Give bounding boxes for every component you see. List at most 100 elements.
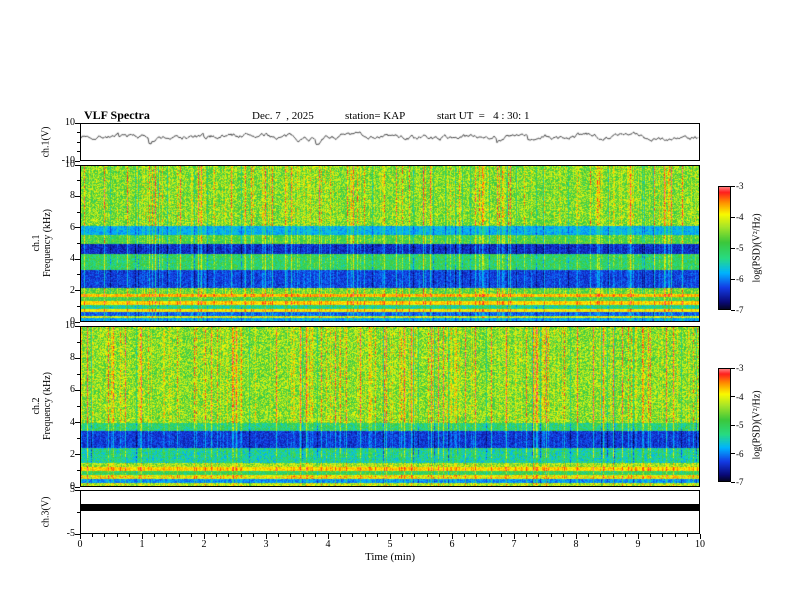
- x-minor-tick: [377, 534, 379, 537]
- y-minor-tick: [77, 406, 80, 407]
- x-tick-label: 4: [325, 539, 331, 550]
- x-tick: [389, 534, 391, 539]
- y-tick-label: 10: [65, 159, 75, 170]
- colorbar-tick-label: -5: [736, 420, 744, 430]
- y-tick-label: 8: [70, 190, 75, 202]
- y-tick-label: 0: [70, 481, 75, 492]
- y-tick-label: 4: [70, 253, 75, 265]
- colorbar-tick-label: -7: [736, 305, 744, 315]
- x-minor-tick: [488, 534, 490, 537]
- x-minor-tick: [687, 534, 689, 537]
- y-minor-tick: [77, 141, 80, 143]
- x-minor-tick: [538, 534, 540, 537]
- y-minor-tick: [77, 132, 80, 133]
- x-minor-tick: [339, 534, 341, 537]
- colorbar-ch2-label: log(PSD)(V²/Hz): [751, 390, 763, 460]
- ch1-spectrogram-canvas: [81, 166, 699, 321]
- y-tick: [75, 164, 80, 166]
- y-tick: [75, 258, 80, 260]
- x-tick-label: 5: [387, 539, 393, 550]
- ch3v-axis-label: ch.3(V): [40, 496, 52, 528]
- x-minor-tick: [315, 534, 317, 537]
- y-minor-tick: [77, 305, 80, 307]
- colorbar-tick-label: -3: [736, 181, 744, 191]
- y-minor-tick: [77, 470, 80, 472]
- x-tick-label: 1: [139, 539, 145, 550]
- x-tick: [203, 534, 205, 539]
- ch1-waveform-canvas: [81, 124, 699, 160]
- x-tick-label: 7: [511, 539, 517, 550]
- x-tick: [513, 534, 515, 539]
- colorbar-tick-label: -7: [736, 477, 744, 487]
- x-minor-tick: [414, 534, 416, 537]
- x-minor-tick: [364, 534, 366, 537]
- x-minor-tick: [240, 534, 242, 537]
- y-tick-label: 10: [65, 117, 75, 128]
- x-minor-tick: [215, 534, 217, 537]
- x-tick-label: 0: [77, 539, 83, 550]
- x-minor-tick: [612, 534, 614, 537]
- x-minor-tick: [587, 534, 589, 537]
- x-tick-label: 10: [695, 539, 705, 550]
- colorbar-ch2-gradient: [719, 369, 730, 481]
- ch1-spectrogram-panel: [80, 165, 700, 322]
- y-minor-tick: [77, 511, 80, 513]
- x-minor-tick: [302, 534, 304, 537]
- ch3-panel: [80, 490, 700, 534]
- x-tick: [141, 534, 143, 539]
- y-minor-tick: [77, 438, 80, 440]
- x-minor-tick: [153, 534, 155, 537]
- colorbar-tick: [731, 481, 735, 483]
- y-tick-label: 5: [70, 484, 75, 495]
- colorbar-ch1-gradient: [719, 187, 730, 309]
- x-tick: [699, 534, 701, 539]
- y-minor-tick: [77, 243, 80, 244]
- y-tick-label: 8: [70, 352, 75, 364]
- station-label: station= KAP: [345, 110, 406, 122]
- y-minor-tick: [77, 373, 80, 375]
- x-tick: [327, 534, 329, 539]
- colorbar-ch1-label: log(PSD)(V²/Hz): [751, 213, 763, 283]
- y-tick-label: 6: [70, 221, 75, 233]
- x-tick-label: 8: [573, 539, 579, 550]
- x-minor-tick: [476, 534, 478, 537]
- start-ut-label: start UT = 4 : 30: 1: [437, 110, 530, 122]
- colorbar-tick: [731, 216, 735, 218]
- x-minor-tick: [401, 534, 403, 537]
- y-minor-tick: [77, 274, 80, 276]
- y-tick-label: 2: [70, 448, 75, 460]
- x-minor-tick: [525, 534, 527, 537]
- y-tick: [75, 290, 80, 292]
- x-tick: [265, 534, 267, 539]
- x-minor-tick: [178, 534, 180, 537]
- y-tick: [75, 489, 80, 491]
- x-minor-tick: [600, 534, 602, 537]
- colorbar-ch2: [718, 368, 731, 482]
- date-label: Dec. 7 , 2025: [252, 110, 314, 122]
- x-tick-label: 9: [635, 539, 641, 550]
- y-tick: [75, 195, 80, 197]
- x-minor-tick: [625, 534, 627, 537]
- x-minor-tick: [129, 534, 131, 537]
- x-minor-tick: [277, 534, 279, 537]
- x-minor-tick: [550, 534, 552, 537]
- y-tick: [75, 227, 80, 229]
- y-tick-label: -10: [61, 155, 75, 166]
- colorbar-tick-label: -4: [736, 391, 744, 402]
- y-tick: [75, 486, 80, 488]
- y-tick-label: 0: [70, 316, 75, 327]
- colorbar-ch1: [718, 186, 731, 310]
- ch1-frequency-axis-label: ch.1 Frequency (kHz): [31, 209, 53, 277]
- figure-title: VLF Spectra: [84, 108, 150, 122]
- ch1-channel-label: ch.1: [31, 234, 42, 252]
- ch2-channel-label: ch.2: [31, 397, 42, 415]
- ch2-spectrogram-panel: [80, 326, 700, 487]
- x-minor-tick: [253, 534, 255, 537]
- x-minor-tick: [662, 534, 664, 537]
- x-tick-label: 2: [201, 539, 207, 550]
- x-minor-tick: [563, 534, 565, 537]
- y-tick: [75, 160, 80, 162]
- x-minor-tick: [166, 534, 168, 537]
- y-minor-tick: [77, 341, 80, 343]
